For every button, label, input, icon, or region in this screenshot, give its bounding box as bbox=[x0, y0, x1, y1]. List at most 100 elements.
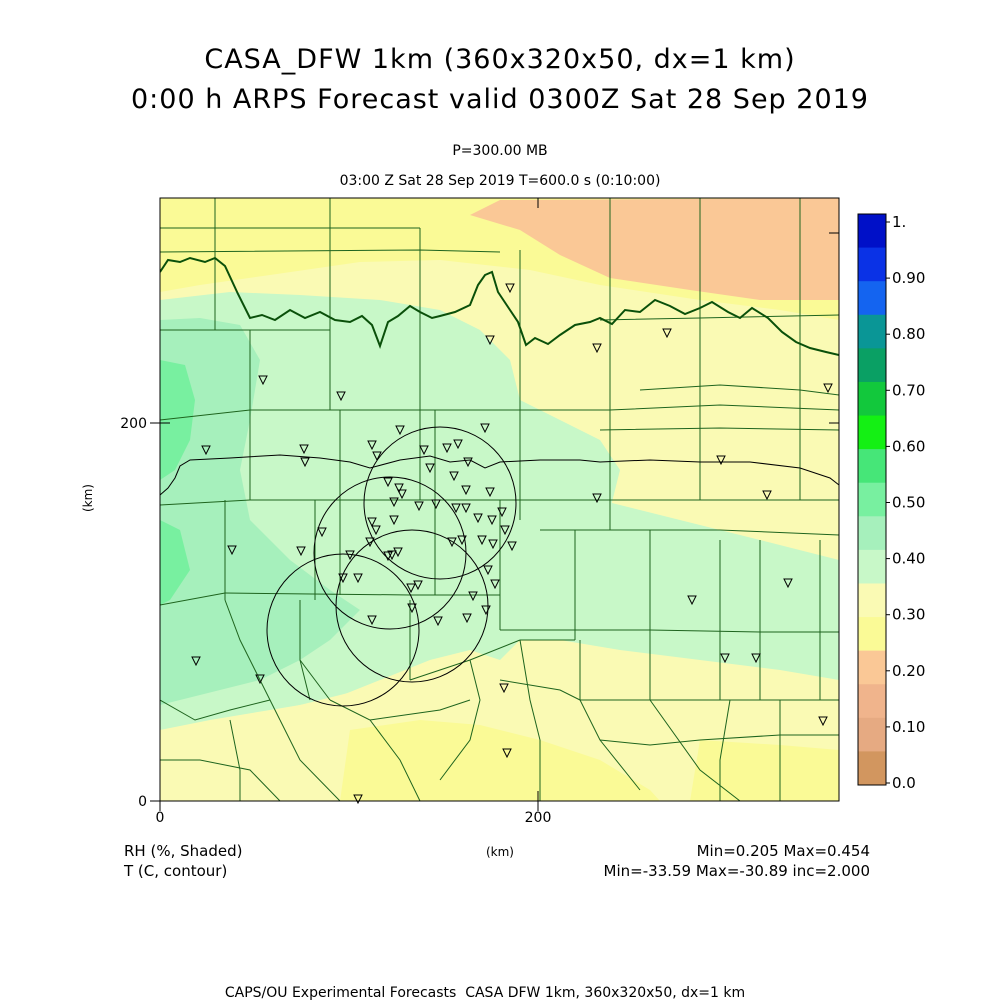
station-marker bbox=[463, 457, 473, 468]
legend-swatch bbox=[858, 751, 886, 786]
t-field-label: T (C, contour) bbox=[124, 862, 228, 880]
station-marker bbox=[299, 444, 309, 455]
station-marker bbox=[395, 425, 405, 436]
rh-range-text: Min=0.205 Max=0.454 bbox=[696, 842, 870, 860]
station-marker bbox=[389, 497, 399, 508]
station-marker bbox=[300, 457, 310, 468]
legend-label: 0.60 bbox=[892, 437, 925, 455]
station-marker bbox=[394, 483, 404, 494]
legend-swatch bbox=[858, 583, 886, 618]
station-marker bbox=[751, 653, 761, 664]
station-marker bbox=[720, 653, 730, 664]
station-marker bbox=[345, 550, 355, 561]
station-marker bbox=[338, 573, 348, 584]
station-marker bbox=[433, 616, 443, 627]
axis-ticks bbox=[150, 198, 839, 811]
station-marker bbox=[447, 537, 457, 548]
legend-swatch bbox=[858, 650, 886, 685]
station-marker bbox=[431, 499, 441, 510]
station-marker bbox=[480, 423, 490, 434]
legend-label: 0.20 bbox=[892, 662, 925, 680]
radar-ring bbox=[363, 426, 517, 580]
station-marker bbox=[371, 525, 381, 536]
station-marker bbox=[407, 603, 417, 614]
station-marker bbox=[502, 748, 512, 759]
station-marker bbox=[367, 517, 377, 528]
legend-label: 0.50 bbox=[892, 494, 925, 512]
station-marker bbox=[353, 573, 363, 584]
station-marker bbox=[442, 443, 452, 454]
station-marker bbox=[365, 537, 375, 548]
station-marker bbox=[457, 535, 467, 546]
station-marker bbox=[483, 565, 493, 576]
station-marker bbox=[497, 507, 507, 518]
station-marker bbox=[255, 674, 265, 685]
station-marker bbox=[367, 615, 377, 626]
legend-label: 0.70 bbox=[892, 381, 925, 399]
station-marker bbox=[451, 503, 461, 514]
legend-label: 0.80 bbox=[892, 325, 925, 343]
footer-credit: CAPS/OU Experimental Forecasts CASA DFW … bbox=[224, 985, 746, 1001]
station-marker bbox=[488, 539, 498, 550]
county-boundaries bbox=[160, 198, 839, 801]
plot-title-line2: 0:00 h ARPS Forecast valid 0300Z Sat 28 … bbox=[131, 84, 869, 115]
station-marker bbox=[317, 527, 327, 538]
station-marker bbox=[449, 471, 459, 482]
station-marker bbox=[201, 445, 211, 456]
legend-label: 0.0 bbox=[892, 774, 916, 792]
station-marker bbox=[477, 535, 487, 546]
legend-swatch bbox=[858, 214, 886, 249]
station-marker bbox=[461, 503, 471, 514]
legend-label: 0.10 bbox=[892, 718, 925, 736]
station-marker bbox=[462, 613, 472, 624]
station-marker bbox=[227, 545, 237, 556]
legend-swatch bbox=[858, 314, 886, 349]
legend-label: 0.90 bbox=[892, 269, 925, 287]
legend-swatch bbox=[858, 717, 886, 752]
legend-swatch bbox=[858, 415, 886, 450]
station-marker bbox=[487, 515, 497, 526]
legend-label: 0.30 bbox=[892, 606, 925, 624]
station-marker bbox=[481, 605, 491, 616]
station-marker bbox=[258, 375, 268, 386]
station-marker bbox=[823, 383, 833, 394]
station-marker bbox=[687, 595, 697, 606]
temperature-contour bbox=[160, 454, 839, 496]
legend-swatch bbox=[858, 348, 886, 383]
station-marker bbox=[505, 283, 515, 294]
station-marker bbox=[783, 578, 793, 589]
x-tick-200: 200 bbox=[525, 810, 552, 826]
station-marker bbox=[716, 455, 726, 466]
x-axis-unit: (km) bbox=[486, 845, 514, 859]
station-marker bbox=[485, 487, 495, 498]
legend-label: 1. bbox=[892, 213, 906, 231]
station-marker bbox=[592, 343, 602, 354]
station-marker bbox=[818, 716, 828, 727]
station-markers bbox=[191, 283, 833, 805]
rh-field-label: RH (%, Shaded) bbox=[124, 842, 243, 860]
station-marker bbox=[296, 546, 306, 557]
red-river-state-border bbox=[160, 256, 839, 356]
station-marker bbox=[507, 541, 517, 552]
station-marker bbox=[592, 493, 602, 504]
station-marker bbox=[383, 551, 393, 562]
legend-swatch bbox=[858, 684, 886, 719]
station-marker bbox=[500, 525, 510, 536]
legend-swatch bbox=[858, 281, 886, 316]
station-marker bbox=[425, 463, 435, 474]
station-marker bbox=[336, 391, 346, 402]
station-marker bbox=[490, 579, 500, 590]
x-tick-0: 0 bbox=[156, 810, 165, 826]
station-marker bbox=[468, 591, 478, 602]
legend-frame bbox=[857, 213, 887, 786]
station-marker bbox=[414, 501, 424, 512]
station-marker bbox=[406, 583, 416, 594]
station-marker bbox=[367, 440, 377, 451]
y-tick-0: 0 bbox=[138, 794, 147, 810]
pressure-level-label: P=300.00 MB bbox=[452, 143, 548, 159]
legend-label: 0.40 bbox=[892, 550, 925, 568]
legend-swatch bbox=[858, 549, 886, 584]
map-frame bbox=[159, 197, 840, 802]
station-marker bbox=[762, 490, 772, 501]
